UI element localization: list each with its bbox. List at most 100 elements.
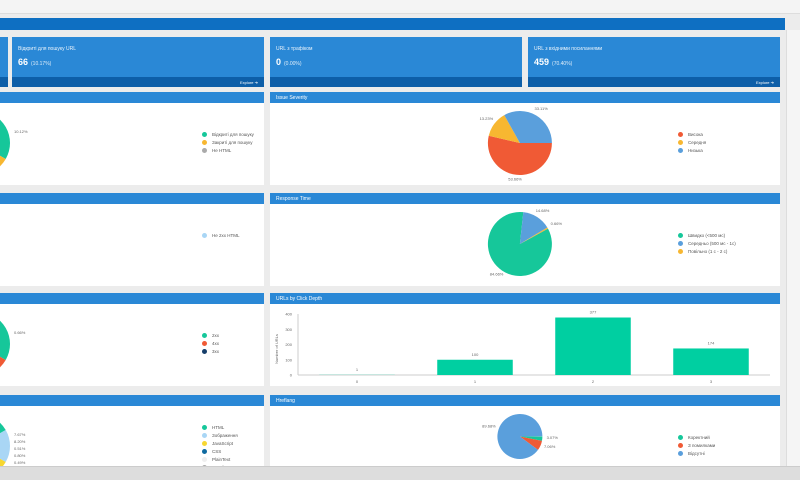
header-bar xyxy=(0,18,785,30)
legend-item[interactable]: Закриті для пошуку xyxy=(202,138,254,146)
card-pct: (0.00%) xyxy=(284,61,302,67)
pie-slice[interactable] xyxy=(0,312,10,360)
y-tick-label: 0 xyxy=(290,373,293,378)
panel-title xyxy=(0,92,264,103)
pie-slice[interactable] xyxy=(519,212,548,244)
card-indexable: Відкриті для пошуку URL 66 (10.17%) Explo… xyxy=(12,37,264,87)
bar-value-label: 100 xyxy=(472,352,479,357)
legend-item[interactable]: Середньо (500 мс - 1с) xyxy=(678,239,736,247)
legend-item[interactable]: Не HTML xyxy=(202,146,254,154)
panel-title: URLs by Click Depth xyxy=(270,293,780,304)
y-tick-label: 100 xyxy=(285,357,292,362)
legend-swatch xyxy=(202,448,207,454)
legend-item[interactable]: Середня xyxy=(678,138,706,146)
pie-slice[interactable] xyxy=(504,111,552,143)
pie-slice[interactable] xyxy=(487,135,552,176)
panel-indexability: 10.12% Відкриті для пошуку Закриті для пош… xyxy=(0,92,264,185)
legend-label: Закриті для пошуку xyxy=(212,139,253,145)
bar[interactable] xyxy=(437,359,513,375)
legend-swatch xyxy=(202,147,207,153)
pie-slice[interactable] xyxy=(519,436,543,441)
card-value: 66 xyxy=(18,57,29,67)
legend-item[interactable]: HTML xyxy=(202,423,238,431)
legend-item[interactable]: Висока xyxy=(678,130,706,138)
bar[interactable] xyxy=(673,348,749,375)
legend-item[interactable]: Повільно (1 с - 2 с) xyxy=(678,247,736,255)
slice-label: 7.67% xyxy=(14,432,26,437)
pie-slice[interactable] xyxy=(0,111,10,159)
card-title: URL з вхідними посиланнями xyxy=(534,46,603,52)
legend-label: Повільно (1 с - 2 с) xyxy=(688,248,728,254)
legend-item[interactable]: Не 2хх HTML xyxy=(202,231,240,239)
legend-item[interactable]: 2хх xyxy=(202,331,219,339)
slice-label: 14.68% xyxy=(536,208,550,213)
legend-item[interactable]: JavaScript xyxy=(202,439,238,447)
x-tick-label: 1 xyxy=(474,379,477,384)
slice-label: 3.07% xyxy=(547,435,559,440)
legend-label: HTML xyxy=(212,424,225,430)
pie-slice[interactable] xyxy=(0,143,6,175)
pie-slice[interactable] xyxy=(0,414,6,446)
legend: 2хх 4хх 3хх xyxy=(202,331,219,355)
panel-hreflang: Hreflang 3.07% 7.06% 89.68% Коректний З помил… xyxy=(270,395,780,467)
slice-label: 10.12% xyxy=(14,129,28,134)
legend-label: Зображення xyxy=(212,432,238,438)
legend-label: PlainText xyxy=(212,456,231,462)
legend-item[interactable]: PlainText xyxy=(202,455,238,463)
legend: Коректний З помилками Відсутні xyxy=(678,433,715,457)
y-tick-label: 300 xyxy=(285,327,292,332)
bar-value-label: 1 xyxy=(356,367,359,372)
legend-item[interactable]: Низька xyxy=(678,146,706,154)
card-inlinks: URL з вхідними посиланнями 459 (70.40%) E… xyxy=(528,37,780,87)
legend-label: 2хх xyxy=(212,332,220,338)
pie-slice[interactable] xyxy=(497,414,543,459)
pie-slice[interactable] xyxy=(488,115,520,143)
panel-issue_severity: Issue Severity 53.66% 13.23% 33.11% Висока Се… xyxy=(270,92,780,185)
panel-title xyxy=(0,293,264,304)
legend-item[interactable]: Відсутні xyxy=(678,449,715,457)
legend-item[interactable]: Зображення xyxy=(202,431,238,439)
panel-bar: URLs by Click Depth Number of URLs 0 100 200… xyxy=(270,293,780,386)
legend-swatch xyxy=(202,340,207,346)
bar[interactable] xyxy=(555,317,631,375)
legend-label: 4хх xyxy=(212,340,220,346)
legend-item[interactable]: Коректний xyxy=(678,433,715,441)
legend-swatch xyxy=(202,456,207,462)
legend-swatch xyxy=(678,139,683,145)
legend-swatch xyxy=(202,232,207,238)
pie-slice[interactable] xyxy=(0,430,10,462)
legend-item[interactable]: 3хх xyxy=(202,347,219,355)
legend-label: Не 2хх HTML xyxy=(212,232,240,238)
card-title: URL з трафіком xyxy=(276,46,313,52)
pie-slice[interactable] xyxy=(487,212,552,276)
legend-label: Не HTML xyxy=(212,147,232,153)
legend-item[interactable]: З помилками xyxy=(678,441,715,449)
explore-link[interactable]: Explore ➔ xyxy=(239,80,258,85)
panel-title: Hreflang xyxy=(270,395,780,406)
panel-title xyxy=(0,193,264,204)
legend-item[interactable]: Відкриті для пошуку xyxy=(202,130,254,138)
panel-title xyxy=(0,395,264,406)
panel-title: Response Time xyxy=(270,193,780,204)
pie-slice[interactable] xyxy=(519,227,548,244)
legend-swatch xyxy=(202,440,207,446)
toolbar xyxy=(0,0,800,14)
card-value: 0 xyxy=(276,57,282,67)
legend-item[interactable]: 4хх xyxy=(202,339,219,347)
pie-slice[interactable] xyxy=(0,446,6,467)
legend-label: Низька xyxy=(688,147,703,153)
legend-item[interactable]: CSS xyxy=(202,447,238,455)
slice-label: 8.20% xyxy=(14,439,26,444)
legend-item[interactable]: Швидко (<500 мс) xyxy=(678,231,736,239)
scrollbar[interactable] xyxy=(786,30,800,466)
pie-slice[interactable] xyxy=(519,436,542,450)
pie-slice[interactable] xyxy=(0,344,6,376)
slice-label: 0.66% xyxy=(14,330,26,335)
legend-swatch xyxy=(678,240,683,246)
explore-link[interactable]: Explore ➔ xyxy=(755,80,774,85)
legend: Висока Середня Низька xyxy=(678,130,706,154)
legend-label: Відкриті для пошуку xyxy=(212,131,254,137)
legend-label: Коректний xyxy=(688,434,710,440)
panel-resource_types: 7.67% 8.20% 0.51% 0.80% 0.49% HTML Зображення J… xyxy=(0,395,264,470)
legend-swatch xyxy=(202,332,207,338)
